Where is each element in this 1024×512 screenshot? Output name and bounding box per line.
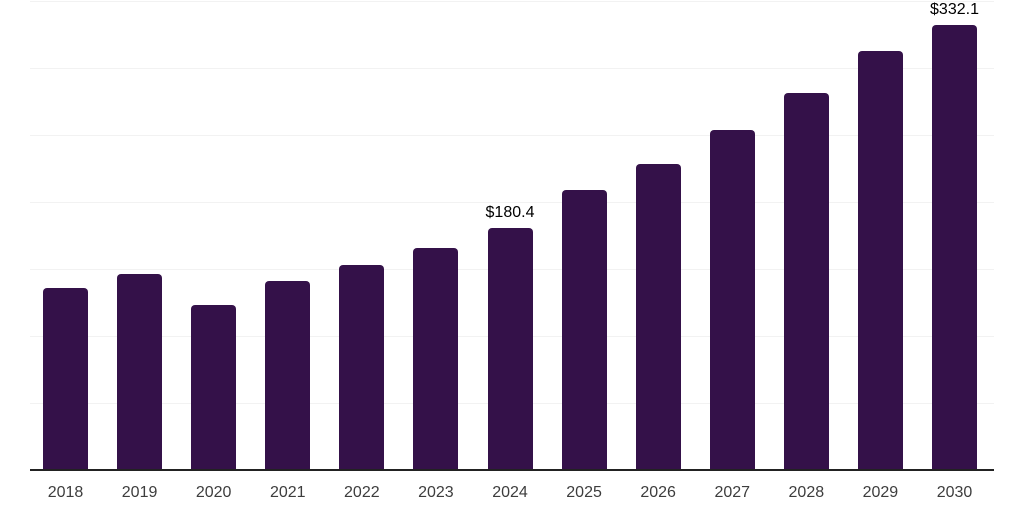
gridline bbox=[30, 202, 994, 203]
x-tick-2026: 2026 bbox=[640, 484, 676, 501]
x-axis-line bbox=[30, 469, 994, 471]
bar-2023 bbox=[413, 247, 459, 470]
bar-2028 bbox=[783, 93, 829, 470]
bar-2030 bbox=[932, 25, 977, 470]
data-label-2030: $332.1 bbox=[930, 1, 979, 18]
x-tick-2029: 2029 bbox=[862, 484, 899, 501]
data-label-2024: $180.4 bbox=[485, 204, 535, 222]
bar-2025 bbox=[561, 190, 607, 470]
x-axis-labels: 2018 2019 2020 2021 2022 2023 2024 2025 2026 2027… bbox=[0, 484, 1024, 504]
x-tick-2028: 2028 bbox=[788, 484, 825, 501]
bar-2019 bbox=[117, 274, 163, 470]
gridline bbox=[30, 1, 994, 2]
x-tick-2019: 2019 bbox=[121, 484, 158, 501]
bar-2021 bbox=[265, 281, 311, 470]
x-tick-2020: 2020 bbox=[195, 484, 232, 501]
gridline bbox=[30, 135, 994, 136]
x-tick-2023: 2023 bbox=[418, 484, 454, 501]
bar-2029 bbox=[857, 51, 903, 470]
bar-2027 bbox=[709, 130, 755, 470]
x-tick-2024: 2024 bbox=[492, 484, 528, 501]
bar-2024 bbox=[487, 228, 533, 470]
x-tick-2025: 2025 bbox=[566, 484, 602, 501]
gridline bbox=[30, 68, 994, 69]
plot-area: $180.4 $332.1 bbox=[30, 1, 994, 470]
x-tick-2018: 2018 bbox=[47, 484, 84, 501]
bar-2026 bbox=[635, 163, 681, 470]
x-tick-2027: 2027 bbox=[714, 484, 751, 501]
bar-2022 bbox=[339, 265, 385, 470]
x-tick-2021: 2021 bbox=[269, 484, 306, 501]
bar-2018 bbox=[43, 288, 88, 470]
x-tick-2022: 2022 bbox=[344, 484, 380, 501]
bar-2020 bbox=[191, 305, 237, 470]
x-tick-2030: 2030 bbox=[936, 484, 973, 501]
